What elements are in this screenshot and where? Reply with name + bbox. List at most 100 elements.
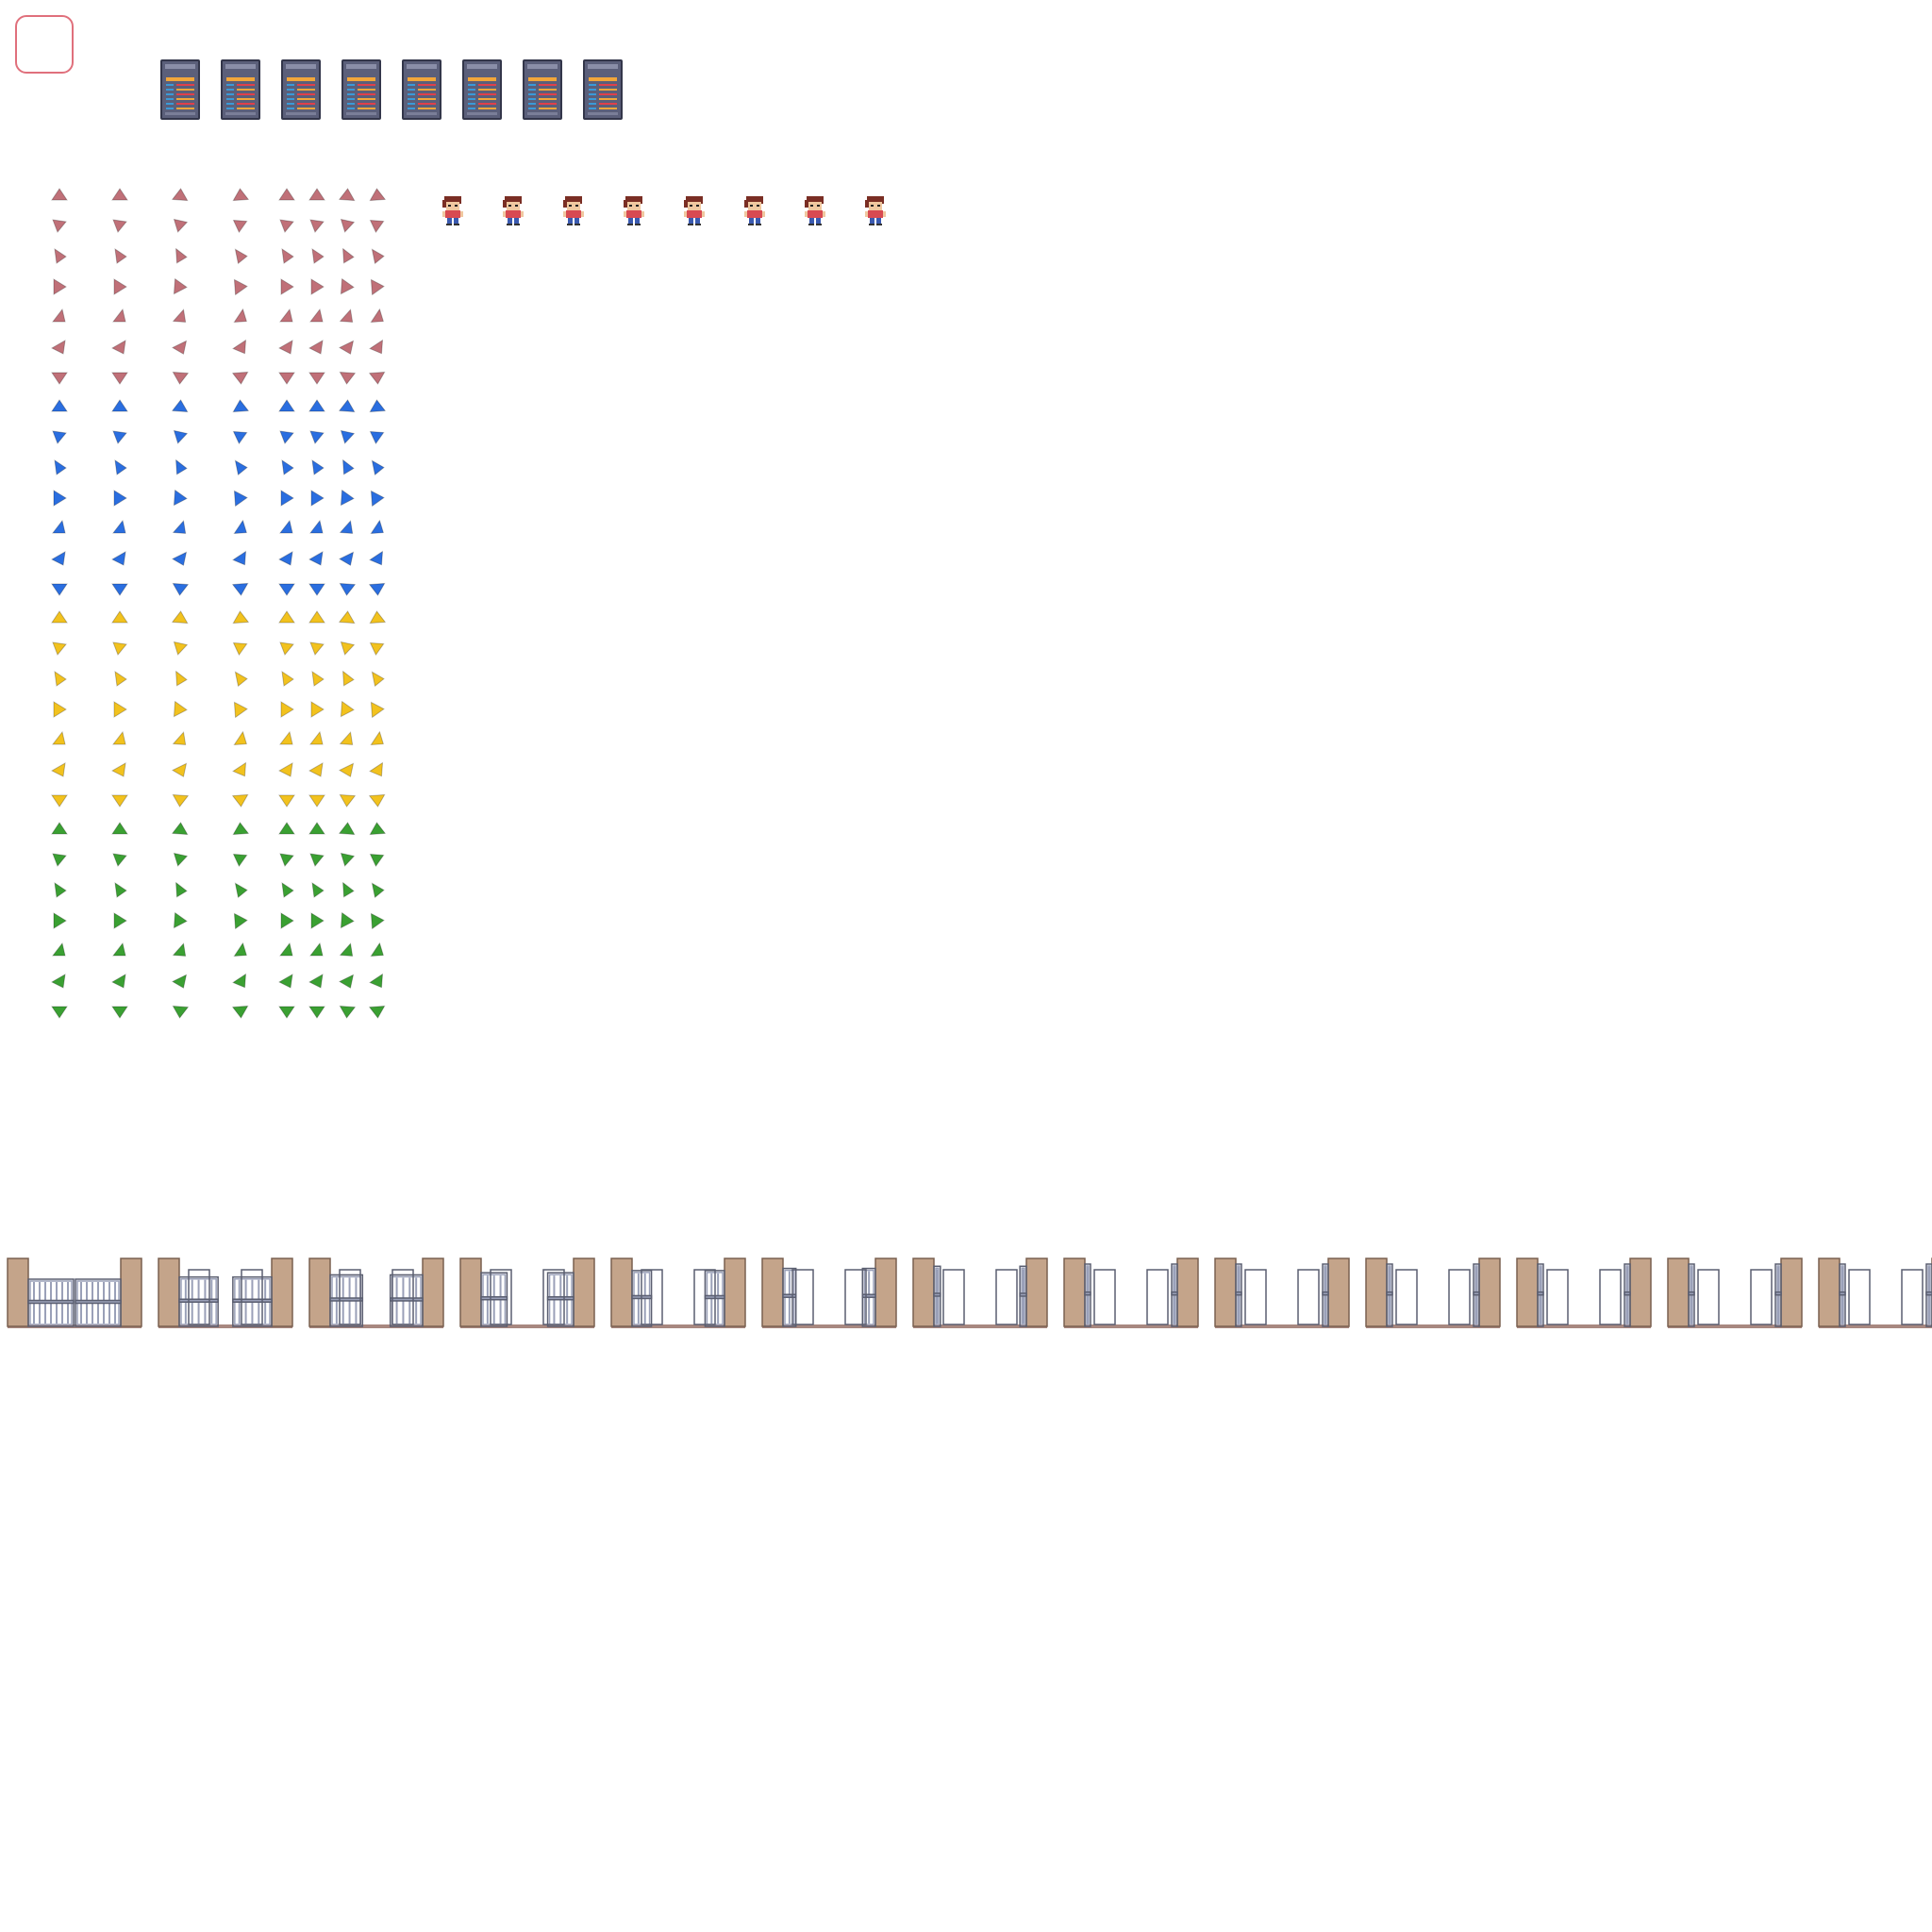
- control-panel-icon: [160, 59, 200, 120]
- arrow-yellow-down-right-icon: [371, 671, 385, 688]
- arrow-blue-down-right-icon: [114, 459, 127, 475]
- arrow-green-down-left-icon: [232, 853, 248, 868]
- arrow-yellow-up-icon: [308, 610, 325, 624]
- character-sprite-icon: [865, 196, 886, 225]
- arrow-blue-up-left-icon: [308, 520, 324, 534]
- arrow-green-up-left-icon: [233, 942, 247, 958]
- arrow-red-up-icon: [278, 188, 295, 201]
- arrow-yellow-down-right-icon: [281, 671, 294, 687]
- arrow-red-left-icon: [232, 339, 247, 355]
- arrow-yellow-down-left-icon: [173, 641, 189, 656]
- arrow-green-up-left-icon: [111, 942, 126, 957]
- arrow-yellow-down-icon: [111, 794, 128, 808]
- control-panel-icon: [523, 59, 562, 120]
- arrow-green-left-icon: [308, 974, 324, 989]
- arrow-red-down-right-icon: [281, 248, 294, 264]
- arrow-yellow-down-left-icon: [369, 641, 385, 657]
- arrow-green-down-left-icon: [340, 852, 356, 867]
- arrow-blue-down-icon: [232, 582, 249, 596]
- arrow-yellow-up-icon: [339, 610, 356, 625]
- arrow-green-down-icon: [232, 1005, 249, 1019]
- arrow-yellow-down-icon: [51, 794, 68, 808]
- arrow-yellow-down-left-icon: [112, 641, 127, 656]
- arrow-green-down-right-icon: [342, 882, 355, 898]
- arrow-green-right-icon: [310, 912, 325, 929]
- arrow-red-up-icon: [172, 188, 189, 202]
- arrow-green-up-icon: [232, 822, 249, 836]
- arrow-red-down-icon: [308, 372, 325, 385]
- arrow-green-down-icon: [278, 1006, 295, 1019]
- arrow-yellow-up-icon: [111, 610, 128, 624]
- arrow-green-left-icon: [111, 974, 126, 989]
- arrow-red-right-icon: [310, 278, 325, 295]
- arrow-yellow-left-icon: [369, 761, 384, 777]
- arrow-yellow-up-left-icon: [370, 731, 384, 746]
- arrow-green-down-left-icon: [309, 853, 325, 867]
- arrow-yellow-down-icon: [232, 793, 249, 808]
- character-sprite-icon: [624, 196, 644, 225]
- arrow-red-up-left-icon: [111, 308, 126, 323]
- arrow-yellow-up-icon: [278, 610, 295, 624]
- arrow-red-down-right-icon: [342, 248, 355, 264]
- arrow-blue-left-icon: [172, 551, 188, 567]
- arrow-green-down-icon: [172, 1005, 189, 1019]
- arrow-blue-down-left-icon: [340, 429, 356, 444]
- arrow-yellow-right-icon: [173, 701, 188, 718]
- arrow-blue-down-right-icon: [234, 459, 248, 476]
- arrow-green-down-right-icon: [234, 882, 248, 899]
- arrow-yellow-down-icon: [369, 793, 386, 808]
- arrow-blue-left-icon: [339, 551, 355, 567]
- gate-frame-icon: [912, 1257, 1048, 1328]
- control-panel-icon: [341, 59, 381, 120]
- arrow-blue-left-icon: [369, 550, 384, 566]
- arrow-red-left-icon: [172, 340, 188, 356]
- arrow-blue-right-icon: [340, 490, 355, 507]
- arrow-red-up-left-icon: [172, 308, 187, 323]
- arrow-green-up-left-icon: [308, 942, 324, 957]
- arrow-yellow-down-right-icon: [54, 671, 67, 687]
- arrow-yellow-down-icon: [339, 793, 356, 808]
- arrow-red-left-icon: [111, 340, 126, 355]
- gate-frame-icon: [158, 1257, 293, 1328]
- arrow-yellow-left-icon: [278, 762, 293, 777]
- arrow-red-down-left-icon: [232, 219, 248, 234]
- arrow-green-down-left-icon: [279, 853, 294, 867]
- arrow-red-down-right-icon: [175, 248, 188, 264]
- arrow-yellow-down-right-icon: [342, 671, 355, 687]
- arrow-red-down-left-icon: [279, 219, 294, 233]
- gate-frame-icon: [1818, 1257, 1932, 1328]
- arrow-red-left-icon: [278, 340, 293, 355]
- arrow-blue-up-icon: [369, 399, 386, 413]
- arrow-red-right-icon: [370, 278, 385, 295]
- arrow-green-right-icon: [53, 912, 67, 929]
- arrow-red-down-right-icon: [114, 248, 127, 264]
- arrow-red-up-icon: [369, 188, 386, 202]
- arrow-green-right-icon: [280, 912, 294, 929]
- arrow-blue-up-left-icon: [51, 520, 66, 534]
- arrow-green-up-left-icon: [51, 942, 66, 957]
- arrow-blue-right-icon: [173, 490, 188, 507]
- arrow-yellow-left-icon: [51, 762, 66, 777]
- arrow-yellow-up-icon: [51, 610, 68, 624]
- arrow-green-up-left-icon: [278, 942, 293, 957]
- arrow-red-down-icon: [232, 371, 249, 385]
- arrow-yellow-up-left-icon: [339, 731, 354, 745]
- arrow-red-right-icon: [53, 278, 67, 295]
- arrow-blue-up-left-icon: [233, 520, 247, 535]
- gate-frame-icon: [1667, 1257, 1803, 1328]
- arrow-red-left-icon: [339, 340, 355, 356]
- arrow-green-left-icon: [232, 973, 247, 989]
- arrow-green-up-left-icon: [339, 942, 354, 957]
- arrow-green-down-icon: [111, 1006, 128, 1019]
- gate-frame-icon: [1063, 1257, 1199, 1328]
- arrow-blue-down-icon: [172, 582, 189, 596]
- arrow-red-up-left-icon: [278, 308, 293, 323]
- arrow-green-left-icon: [369, 973, 384, 989]
- arrow-green-down-icon: [339, 1005, 356, 1019]
- arrow-green-up-icon: [172, 822, 189, 836]
- arrow-blue-right-icon: [233, 490, 248, 507]
- arrow-red-right-icon: [233, 278, 248, 295]
- control-panel-icon: [583, 59, 623, 120]
- arrow-blue-right-icon: [310, 490, 325, 507]
- arrow-blue-down-right-icon: [371, 459, 385, 476]
